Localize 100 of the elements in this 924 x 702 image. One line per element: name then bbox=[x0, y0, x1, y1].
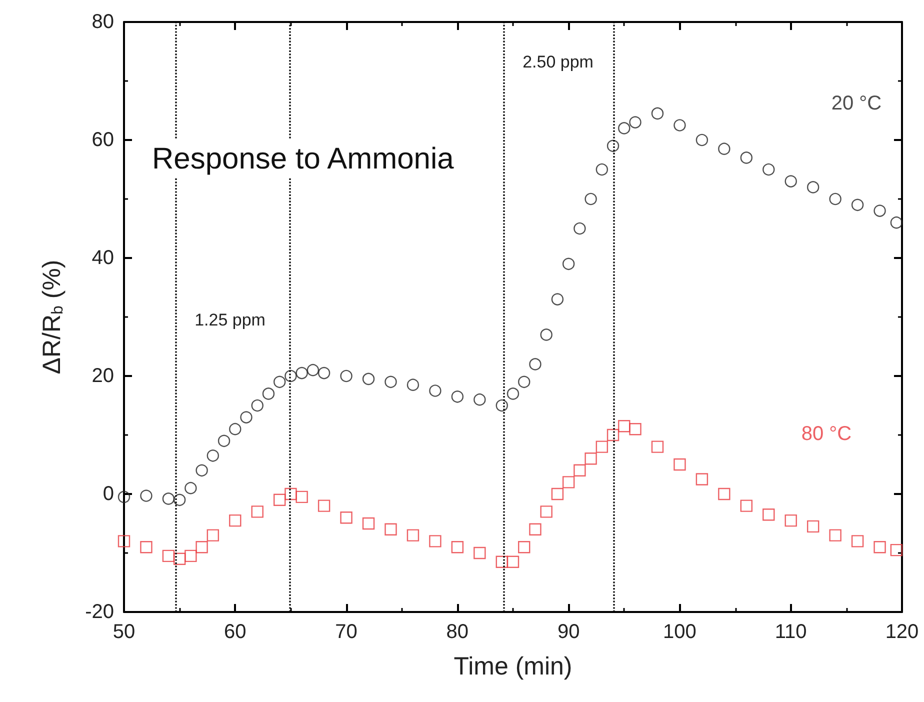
point bbox=[806, 181, 820, 194]
y-tick-label: 20 bbox=[92, 365, 114, 387]
point bbox=[574, 464, 586, 476]
point bbox=[362, 517, 375, 530]
point bbox=[229, 514, 242, 527]
point bbox=[162, 492, 175, 505]
point bbox=[118, 490, 130, 504]
x-tick-label: 120 bbox=[885, 621, 919, 643]
y-tick-label: 0 bbox=[102, 483, 114, 505]
point bbox=[584, 452, 597, 465]
point bbox=[551, 293, 564, 306]
x-tick-label: 110 bbox=[774, 621, 807, 643]
point bbox=[140, 490, 152, 502]
point bbox=[784, 175, 797, 188]
point bbox=[196, 541, 208, 554]
x-tick-label: 100 bbox=[663, 621, 696, 643]
point bbox=[206, 450, 220, 462]
point bbox=[451, 541, 464, 554]
point bbox=[240, 411, 252, 424]
point bbox=[496, 556, 508, 568]
text: 20 °C bbox=[831, 92, 882, 114]
x-tick-label: 90 bbox=[557, 621, 580, 643]
point bbox=[596, 440, 608, 453]
point bbox=[618, 420, 630, 432]
point bbox=[629, 423, 642, 436]
point bbox=[740, 500, 752, 512]
point bbox=[251, 506, 264, 518]
point bbox=[362, 372, 375, 386]
point bbox=[184, 550, 197, 562]
point bbox=[284, 370, 297, 382]
point bbox=[429, 535, 442, 548]
point bbox=[890, 216, 903, 229]
point bbox=[829, 192, 842, 206]
point bbox=[451, 390, 464, 403]
point bbox=[540, 506, 552, 518]
annotation: 1.25 ppm bbox=[194, 310, 266, 330]
point bbox=[340, 370, 352, 382]
point bbox=[551, 488, 564, 500]
point bbox=[384, 376, 397, 388]
point bbox=[296, 366, 308, 380]
point bbox=[851, 535, 864, 548]
point bbox=[851, 198, 864, 211]
point bbox=[206, 529, 220, 542]
x-tick-label: 60 bbox=[224, 621, 246, 643]
point bbox=[296, 490, 308, 504]
point bbox=[874, 541, 886, 554]
x-tick-label: 70 bbox=[335, 621, 358, 643]
annotation: 2.50 ppm bbox=[522, 52, 594, 72]
y-tick-label: -20 bbox=[85, 601, 114, 623]
point bbox=[596, 163, 608, 176]
point bbox=[173, 494, 186, 506]
point bbox=[406, 529, 420, 542]
point bbox=[696, 473, 708, 486]
point bbox=[574, 222, 586, 235]
point bbox=[506, 556, 520, 568]
point bbox=[529, 523, 542, 536]
point bbox=[674, 119, 686, 132]
point bbox=[718, 488, 730, 500]
point bbox=[496, 399, 508, 412]
point bbox=[562, 258, 575, 270]
point bbox=[406, 378, 420, 391]
point bbox=[762, 163, 775, 176]
point bbox=[162, 550, 175, 562]
point bbox=[890, 544, 903, 556]
point bbox=[184, 482, 197, 494]
point bbox=[318, 366, 330, 380]
x-tick-label: 50 bbox=[112, 621, 136, 643]
y-tick-label: 60 bbox=[92, 129, 114, 151]
point bbox=[784, 514, 797, 527]
point bbox=[606, 428, 620, 442]
point bbox=[118, 535, 130, 548]
point bbox=[562, 476, 575, 488]
point bbox=[318, 500, 330, 512]
point bbox=[384, 523, 397, 536]
text: 80 °C bbox=[801, 422, 852, 445]
point bbox=[740, 152, 752, 164]
point bbox=[474, 546, 486, 560]
point bbox=[506, 388, 520, 400]
point bbox=[229, 423, 242, 436]
x-axis-title: Time (min) bbox=[454, 652, 572, 680]
point bbox=[540, 328, 552, 341]
point bbox=[529, 358, 542, 370]
point bbox=[274, 376, 286, 388]
point bbox=[518, 541, 530, 554]
point bbox=[651, 107, 664, 120]
point bbox=[140, 541, 152, 554]
point bbox=[429, 384, 442, 397]
point bbox=[340, 512, 352, 524]
y-tick-label: 80 bbox=[92, 11, 114, 33]
point bbox=[196, 464, 208, 476]
point bbox=[829, 529, 842, 542]
point bbox=[518, 376, 530, 388]
point bbox=[762, 508, 775, 521]
point bbox=[874, 204, 886, 217]
point bbox=[629, 116, 642, 128]
point bbox=[474, 394, 486, 406]
point bbox=[251, 399, 264, 412]
point bbox=[674, 458, 686, 471]
point bbox=[651, 440, 664, 453]
point bbox=[173, 552, 186, 565]
